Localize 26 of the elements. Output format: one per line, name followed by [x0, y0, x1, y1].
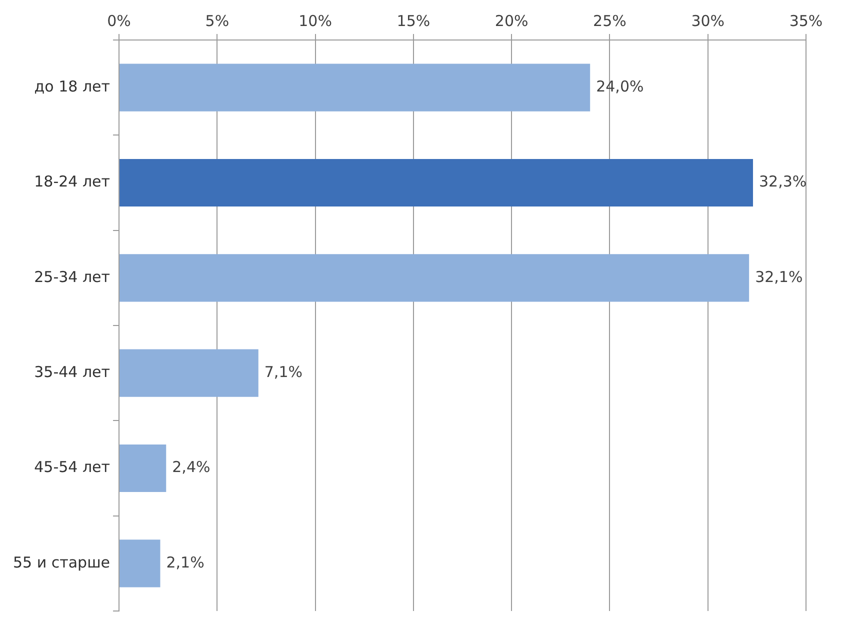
data-label: 32,3% — [759, 172, 807, 191]
y-tick-label: 35-44 лет — [34, 362, 110, 381]
bar — [120, 158, 754, 207]
y-tick-label: 25-34 лет — [34, 268, 110, 286]
data-label: 2,1% — [166, 553, 204, 572]
x-tick-label: 15% — [396, 12, 430, 30]
y-tick-label: 18-24 лет — [34, 172, 110, 191]
x-tick-label: 5% — [205, 12, 230, 30]
x-tick-label: 0% — [107, 12, 131, 30]
x-tick-label: 20% — [494, 12, 528, 30]
bar — [120, 349, 258, 397]
y-tick-label: до 18 лет — [34, 77, 110, 96]
x-tick-label: 25% — [593, 12, 626, 30]
y-tick-label: 55 и старше — [12, 553, 110, 572]
bar — [120, 254, 750, 302]
x-tick-label: 30% — [691, 12, 725, 30]
data-label: 2,4% — [172, 458, 210, 476]
bar — [120, 64, 590, 112]
bar — [120, 540, 160, 588]
data-label: 24,0% — [596, 77, 644, 96]
x-tick-label: 35% — [789, 12, 823, 30]
data-label: 7,1% — [264, 362, 302, 381]
x-tick-label: 10% — [298, 12, 332, 30]
data-label: 32,1% — [755, 268, 803, 286]
bar — [120, 444, 166, 492]
y-tick-label: 45-54 лет — [34, 458, 110, 476]
